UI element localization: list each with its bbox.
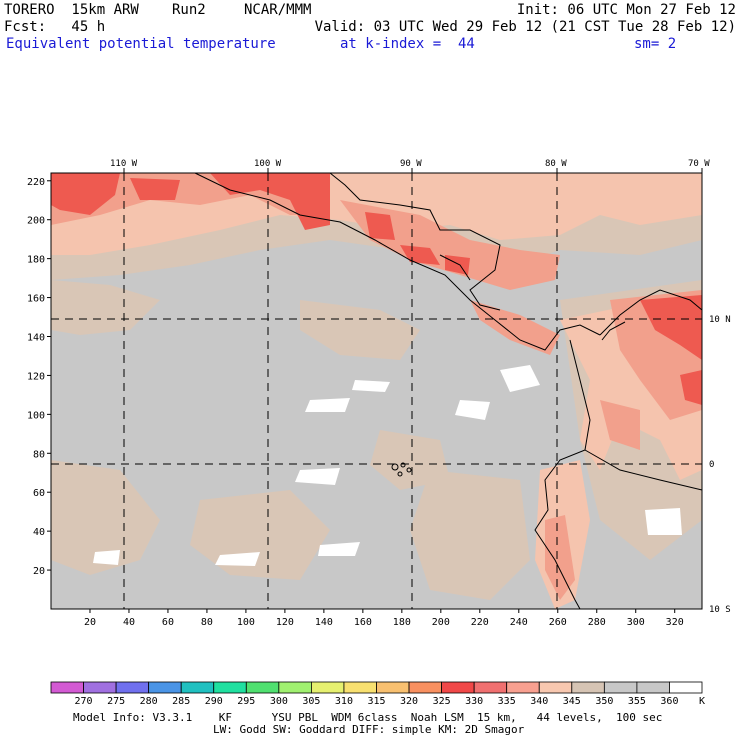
latitude-labels: 10 N 0 10 S [709,315,731,615]
smoothing-label: sm= 2 [634,36,677,52]
x-tick-label: 40 [123,617,135,628]
legend-swatch [245,681,280,694]
x-axis: 20 40 60 80 100 120 140 160 180 200 220 240 260 280 30… [84,609,684,628]
x-tick-label: 240 [510,617,528,628]
x-tick-label: 300 [627,617,645,628]
legend-tick-label: 290 [205,696,223,707]
x-tick-label: 120 [276,617,294,628]
legend-tick-label: 300 [270,696,288,707]
level-label: at k-index = 44 [340,36,475,52]
field-360-patches [93,365,682,566]
x-tick-label: 100 [237,617,255,628]
y-tick-label: 100 [27,410,45,421]
y-axis: 220 200 180 160 140 120 100 80 60 40 20 [27,177,51,577]
legend-tick-label: 295 [237,696,255,707]
field-330-region [51,173,702,405]
y-tick-label: 200 [27,216,45,227]
y-tick-label: 180 [27,255,45,266]
lat-label: 0 [709,460,714,470]
legend-tick-label: 305 [302,696,320,707]
legend-swatch [376,681,410,694]
legend-swatch [343,681,377,694]
longitude-ticks [123,168,703,173]
x-tick-label: 260 [549,617,567,628]
y-tick-label: 140 [27,333,45,344]
legend-colorbar [50,681,703,694]
x-tick-label: 180 [393,617,411,628]
field-name: Equivalent potential temperature [6,36,276,52]
legend-swatch [506,681,540,694]
model-info: Model Info: V3.3.1 KF YSU PBL WDM 6class… [73,711,663,724]
coastlines [194,172,703,610]
legend-swatch [278,681,312,694]
legend-swatch [148,681,182,694]
legend-swatch [115,681,150,694]
lon-label: 100 W [254,159,282,169]
legend-swatch [571,681,605,694]
legend-swatch [83,681,117,694]
legend-swatch [441,681,475,694]
lat-label: 10 N [709,315,731,325]
x-tick-label: 160 [354,617,372,628]
map-frame [50,172,703,610]
legend-swatch [538,681,573,694]
legend-tick-label: 330 [465,696,483,707]
legend-unit: K [699,696,705,707]
y-tick-label: 80 [33,449,45,460]
legend-tick-label: 275 [107,696,125,707]
valid-time: Valid: 03 UTC Wed 29 Feb 12 (21 CST Tue … [314,19,736,35]
lon-label: 90 W [400,159,422,169]
y-tick-label: 120 [27,371,45,382]
org-label: NCAR/MMM [244,2,312,18]
legend-tick-label: 335 [498,696,516,707]
run-label: Run2 [172,2,206,18]
legend-swatch [408,681,442,694]
x-tick-label: 60 [162,617,174,628]
legend-tick-label: 280 [140,696,158,707]
legend-swatch [180,681,215,694]
legend-tick-label: 355 [628,696,646,707]
lon-label: 80 W [545,159,567,169]
legend-tick-label: 345 [563,696,581,707]
forecast-hour: Fcst: 45 h [4,19,106,35]
lon-label: 70 W [688,159,710,169]
x-tick-label: 140 [315,617,333,628]
legend-tick-label: 310 [335,696,353,707]
x-tick-label: 280 [588,617,606,628]
y-tick-label: 20 [33,566,45,577]
x-tick-label: 80 [201,617,213,628]
y-tick-label: 220 [27,177,45,188]
legend-labels: 270 275 280 285 290 295 300 305 310 315 320 325 330 3… [75,696,679,707]
legend-tick-label: 285 [172,696,190,707]
model-physics: LW: Godd SW: Goddard DIFF: simple KM: 2D… [213,723,525,736]
legend-tick-label: 325 [433,696,451,707]
y-tick-label: 60 [33,488,45,499]
legend-tick-label: 320 [400,696,418,707]
legend-tick-label: 270 [75,696,93,707]
model-title: TORERO 15km ARW [4,2,139,18]
x-tick-label: 200 [432,617,450,628]
legend-tick-label: 340 [530,696,548,707]
legend-swatch [603,681,638,694]
y-tick-label: 40 [33,527,45,538]
legend-swatch [636,681,670,694]
legend-tick-label: 350 [595,696,613,707]
legend-tick-label: 315 [367,696,385,707]
x-tick-label: 320 [666,617,684,628]
lat-label: 10 S [709,605,731,615]
legend-tick-label: 360 [660,696,678,707]
init-time: Init: 06 UTC Mon 27 Feb 12 [516,2,736,18]
y-tick-label: 160 [27,294,45,305]
x-tick-label: 20 [84,617,96,628]
lon-label: 110 W [110,159,138,169]
legend-swatch [669,681,703,694]
legend-swatch [213,681,247,694]
longitude-labels: 110 W 100 W 90 W 80 W 70 W [110,159,710,169]
latlon-grid [51,173,702,609]
x-tick-label: 220 [471,617,489,628]
legend-swatch [473,681,508,694]
legend-swatch [310,681,345,694]
legend-swatch [50,681,84,694]
